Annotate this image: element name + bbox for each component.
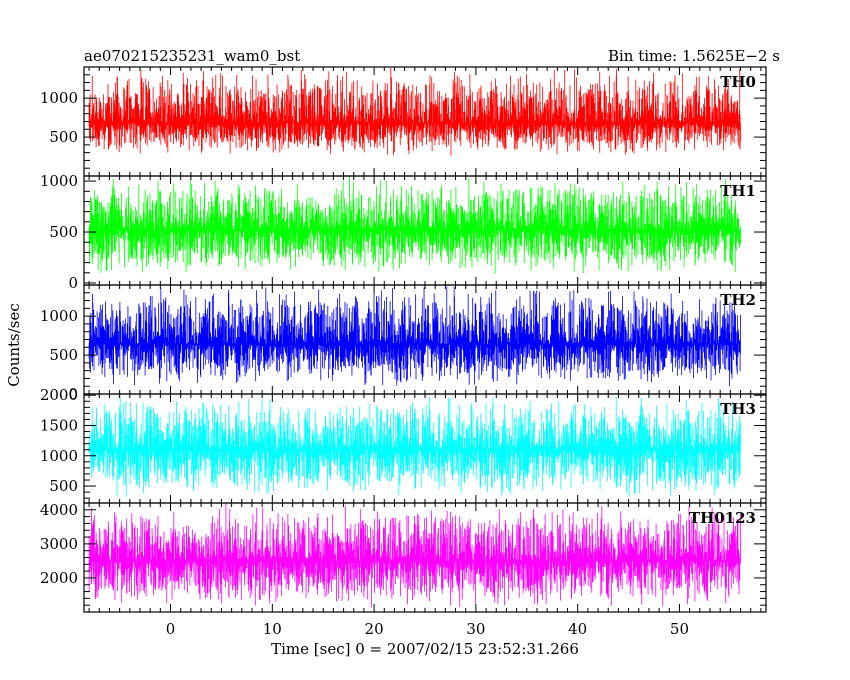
panel-label-th3: TH3 bbox=[720, 400, 756, 418]
x-axis-label: Time [sec] 0 = 2007/02/15 23:52:31.266 bbox=[271, 640, 579, 658]
x-tick-label: 0 bbox=[166, 620, 176, 638]
x-tick-label: 10 bbox=[263, 620, 282, 638]
panels-group: 500 1000 TH0 0 500 1000 TH1 0 500 1000 TH2 500 1000 1… bbox=[40, 66, 767, 613]
y-tick-label: 2000 bbox=[40, 569, 78, 587]
x-tick-labels: 0 10 20 30 40 50 bbox=[166, 620, 689, 638]
series-line-th0123 bbox=[88, 503, 741, 608]
y-tick-label: 1000 bbox=[40, 172, 78, 190]
x-tick-label: 50 bbox=[670, 620, 689, 638]
y-tick-label: 500 bbox=[49, 477, 78, 495]
panel-label-th1: TH1 bbox=[720, 182, 756, 200]
panel-th2: 0 500 1000 TH2 bbox=[40, 284, 767, 403]
series-line-th0 bbox=[88, 67, 741, 156]
y-tick-label: 500 bbox=[49, 128, 78, 146]
x-tick-label: 30 bbox=[466, 620, 485, 638]
panel-th0123: 2000 3000 4000 TH0123 bbox=[40, 501, 767, 613]
x-tick-label: 20 bbox=[365, 620, 384, 638]
y-tick-label: 3000 bbox=[40, 535, 78, 553]
panel-th0: 500 1000 TH0 bbox=[40, 66, 767, 177]
panel-label-th0123: TH0123 bbox=[689, 509, 756, 527]
panel-label-th0: TH0 bbox=[720, 73, 756, 91]
panel-th1: 0 500 1000 TH1 bbox=[40, 172, 767, 292]
panel-th3: 500 1000 1500 2000 TH3 bbox=[40, 386, 767, 504]
y-tick-label: 500 bbox=[49, 346, 78, 364]
y-tick-label: 1000 bbox=[40, 447, 78, 465]
y-tick-label: 1000 bbox=[40, 307, 78, 325]
y-tick-label: 0 bbox=[68, 385, 78, 403]
bin-time-label: Bin time: 1.5625E−2 s bbox=[608, 47, 780, 65]
plot-title: ae070215235231_wam0_bst bbox=[84, 47, 300, 65]
y-tick-label: 1500 bbox=[40, 416, 78, 434]
y-tick-label: 500 bbox=[49, 223, 78, 241]
y-tick-label: 4000 bbox=[40, 501, 78, 519]
y-tick-label: 1000 bbox=[40, 89, 78, 107]
y-tick-label: 2000 bbox=[40, 386, 78, 404]
y-tick-label: 0 bbox=[68, 274, 78, 292]
panel-label-th2: TH2 bbox=[720, 291, 756, 309]
series-line-th3 bbox=[88, 397, 741, 497]
series-line-th1 bbox=[88, 176, 741, 274]
series-line-th2 bbox=[88, 286, 741, 387]
x-tick-label: 40 bbox=[568, 620, 587, 638]
y-axis-label: Counts/sec bbox=[5, 303, 23, 387]
